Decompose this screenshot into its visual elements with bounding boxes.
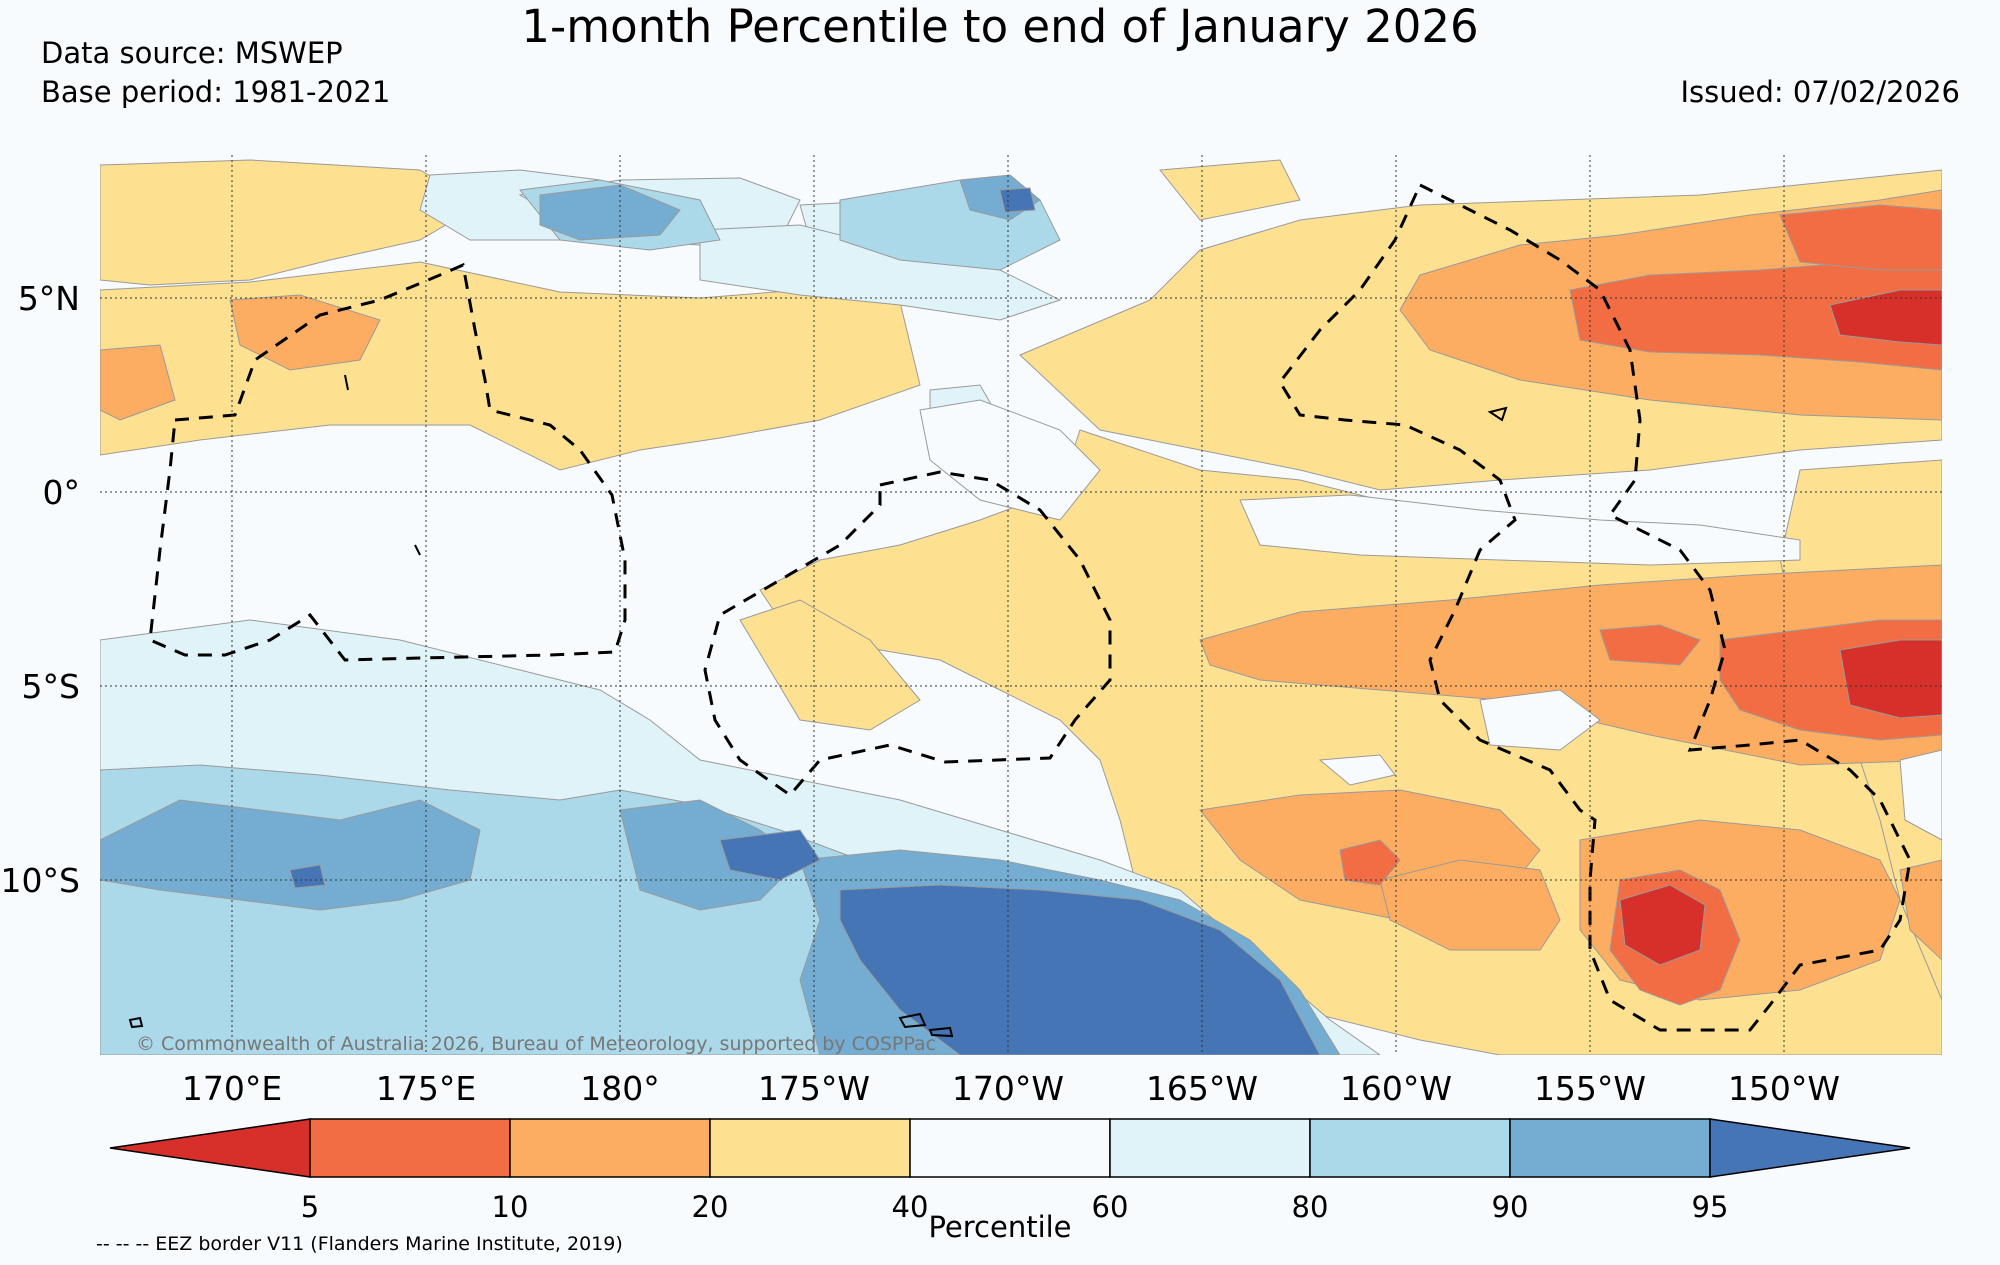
colorbar-tick-label: 80 <box>1292 1190 1329 1224</box>
colorbar-segment <box>1509 1118 1711 1178</box>
latitude-labels: 5°N 0° 5°S 10°S <box>1 279 80 900</box>
percentile-above-95-areas <box>289 187 1321 1055</box>
colorbar-segment <box>909 1118 1111 1178</box>
colorbar-segment <box>1309 1118 1511 1178</box>
colorbar-tick-label: 95 <box>1692 1190 1729 1224</box>
colorbar-tick-label: 40 <box>892 1190 929 1224</box>
percentile-40-60-areas <box>919 399 1942 841</box>
base-period-text: Base period: 1981-2021 <box>41 75 391 109</box>
lon-label: 155°W <box>1534 1069 1646 1108</box>
colorbar-segment <box>1109 1118 1311 1178</box>
colorbar-tick-label: 20 <box>692 1190 729 1224</box>
colorbar-tick-label: 60 <box>1092 1190 1129 1224</box>
colorbar-tick-label: 5 <box>301 1190 319 1224</box>
colorbar-tick-label: 10 <box>492 1190 529 1224</box>
lon-label: 180° <box>580 1069 660 1108</box>
lat-label: 5°S <box>22 667 80 706</box>
percentile-below-5-areas <box>1619 289 1942 966</box>
colorbar-title: Percentile <box>928 1210 1072 1244</box>
colorbar-tick-label: 90 <box>1492 1190 1529 1224</box>
percentile-map <box>100 155 1942 1055</box>
island-outlines <box>128 374 1508 1038</box>
lon-label: 170°E <box>182 1069 282 1108</box>
lon-label: 165°W <box>1146 1069 1258 1108</box>
colorbar-segment <box>309 1118 511 1178</box>
colorbar-segment <box>709 1118 911 1178</box>
colorbar-extension-low <box>109 1118 311 1178</box>
colorbar-extension-high <box>1709 1118 1911 1178</box>
longitude-labels: 170°E 175°E 180° 175°W 170°W 165°W 160°W… <box>182 1069 1840 1108</box>
lat-label: 0° <box>43 473 81 512</box>
copyright-text: © Commonwealth of Australia 2026, Bureau… <box>136 1033 937 1055</box>
eez-borders <box>148 182 1912 1032</box>
figure-title: 1-month Percentile to end of January 202… <box>521 0 1479 53</box>
eez-legend-note: -- -- -- EEZ border V11 (Flanders Marine… <box>96 1233 623 1255</box>
lon-label: 160°W <box>1340 1069 1452 1108</box>
lat-label: 5°N <box>18 279 80 318</box>
data-source-text: Data source: MSWEP <box>41 36 343 70</box>
issued-date-text: Issued: 07/02/2026 <box>1680 75 1960 109</box>
eez-border-tuvalu <box>148 262 627 662</box>
colorbar-segment <box>509 1118 711 1178</box>
lat-label: 10°S <box>1 861 80 900</box>
eez-border-kiribati <box>1278 182 1912 1032</box>
lon-label: 175°E <box>376 1069 476 1108</box>
colorbar: 5 10 20 40 60 80 90 95 <box>109 1118 1911 1224</box>
lon-label: 175°W <box>758 1069 870 1108</box>
lon-label: 150°W <box>1728 1069 1840 1108</box>
lon-label: 170°W <box>952 1069 1064 1108</box>
graticule <box>100 155 1942 1055</box>
